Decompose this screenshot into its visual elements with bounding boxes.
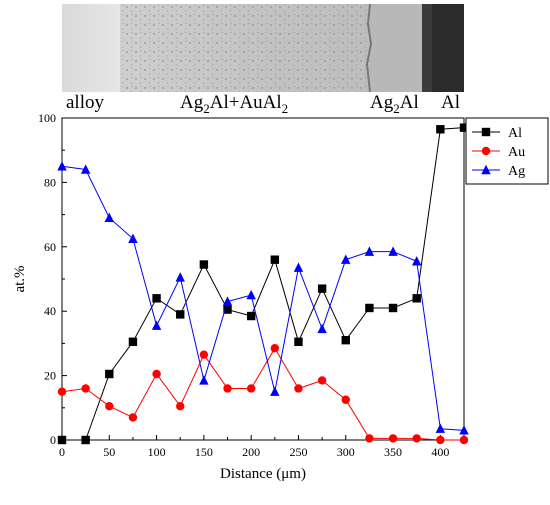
data-point-ag [199,375,209,385]
series-ag [57,161,469,435]
data-point-ag [270,386,280,396]
data-point-ag [317,323,327,334]
label-ag2al: Ag2Al [370,92,419,116]
data-point-au [246,384,256,393]
series-line-au [61,347,464,441]
y-tick-label: 100 [38,111,56,125]
data-point-al [317,284,327,293]
data-point-au [176,401,185,411]
y-tick-label: 80 [44,175,56,189]
y-tick-label: 20 [44,369,56,383]
plot-frame [61,117,465,441]
y-tick-label: 40 [44,304,56,318]
data-point-au [223,384,232,393]
data-point-ag [104,212,114,223]
data-point-ag [128,233,138,243]
y-tick-label: 0 [50,433,56,447]
data-point-au [128,413,138,422]
x-tick-label: 100 [148,445,166,459]
legend-marker [481,127,491,137]
data-point-au [199,350,209,359]
data-point-ag [80,164,91,174]
data-point-ag [435,423,446,433]
series-layer [57,123,469,445]
data-point-ag [222,296,233,306]
label-mixed-phase: Ag2Al+AuAl2 [180,92,289,116]
y-axis-title: at.% [12,265,28,292]
data-point-al [388,303,398,313]
data-point-au [317,376,327,385]
legend-label: Au [508,145,525,160]
data-point-al [341,335,350,345]
series-au [57,344,469,445]
data-point-al [81,435,90,445]
label-al: Al [441,92,460,113]
x-tick-label: 50 [103,445,115,459]
data-point-al [412,294,421,303]
data-point-al [128,337,138,346]
data-point-ag [175,272,185,282]
data-point-au [412,434,421,443]
x-tick-label: 350 [384,445,402,459]
data-point-ag [364,246,375,256]
series-al [57,123,469,445]
legend: Al Au Ag [465,117,549,185]
data-point-al [57,435,67,445]
x-tick-label: 400 [431,445,449,459]
legend-label: Ag [508,164,525,179]
data-point-al [459,123,469,132]
data-point-al [294,337,303,346]
x-tick-label: 300 [337,445,355,459]
micrograph-image [62,4,464,92]
data-point-al [223,305,232,314]
x-tick-label: 250 [289,445,307,459]
data-point-ag [151,320,162,330]
data-point-au [105,401,114,411]
series-line-al [62,127,465,441]
data-point-al [246,311,256,321]
data-point-ag [293,262,304,272]
data-point-al [199,260,209,269]
data-point-au [365,434,374,443]
data-point-au [57,387,67,396]
al-region [432,4,464,92]
data-point-ag [57,161,67,171]
data-point-ag [246,289,256,300]
axis-ticks: 0 50 100 150 200 250 300 350 400 0 20 40 60 80 100 [38,111,449,459]
x-tick-label: 0 [59,445,65,459]
data-point-al [152,294,161,303]
data-point-ag [388,246,398,256]
ag2al-region [370,4,432,92]
data-point-au [459,435,469,445]
data-point-au [388,434,398,443]
legend-label: Al [508,126,522,141]
data-point-au [294,384,303,393]
data-point-ag [341,254,351,264]
data-point-au [270,344,280,353]
micrograph-svg [62,4,464,92]
data-point-au [341,395,350,404]
x-axis-title: Distance (μm) [220,466,306,482]
label-alloy: alloy [66,92,104,113]
data-point-al [270,255,280,264]
data-point-ag [412,256,422,266]
data-point-al [365,303,374,313]
data-point-au [81,384,90,393]
data-point-al [105,369,114,379]
data-point-au [436,435,445,445]
data-point-al [436,125,445,134]
x-tick-label: 200 [242,445,260,459]
data-point-al [176,310,185,319]
legend-marker [481,164,491,175]
legend-marker [481,146,491,156]
alloy-region [62,4,120,92]
series-line-ag [61,165,465,431]
y-tick-label: 60 [44,240,56,254]
data-point-au [152,369,161,379]
data-point-ag [459,425,469,435]
x-tick-label: 150 [195,445,213,459]
